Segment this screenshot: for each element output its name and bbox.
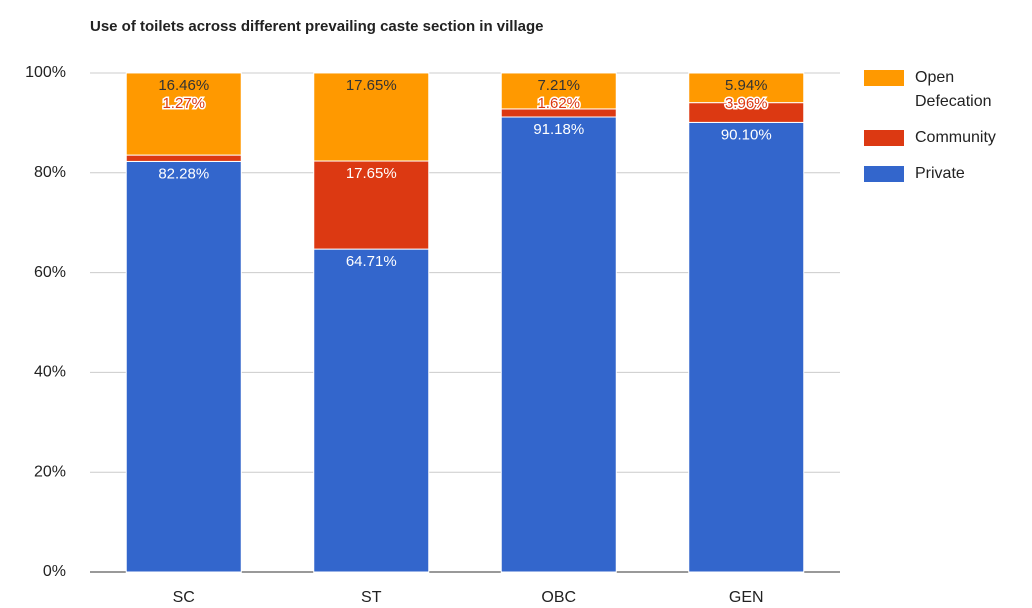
legend-label: Private xyxy=(915,165,965,182)
x-tick-label: OBC xyxy=(541,589,576,606)
data-label: 1.62% xyxy=(537,95,580,112)
legend-swatch xyxy=(864,130,904,146)
data-label: 90.10% xyxy=(721,126,772,143)
bar-segment xyxy=(313,248,430,573)
data-label: 7.21% xyxy=(537,77,580,94)
data-label: 91.18% xyxy=(533,121,584,138)
bar-segment xyxy=(125,72,242,156)
data-label: 82.28% xyxy=(158,165,209,182)
legend-label: Community xyxy=(915,129,996,146)
legend-swatch xyxy=(864,166,904,182)
data-label: 3.96% xyxy=(725,95,768,112)
legend-swatch xyxy=(864,70,904,86)
data-label: 5.94% xyxy=(725,77,768,94)
y-tick-label: 0% xyxy=(43,563,66,580)
data-label: 17.65% xyxy=(346,77,397,94)
bar-segment xyxy=(688,121,805,573)
bar-segment xyxy=(688,72,805,104)
data-label: 64.71% xyxy=(346,253,397,270)
x-tick-label: ST xyxy=(361,589,382,606)
x-tick-label: SC xyxy=(173,589,195,606)
y-tick-label: 80% xyxy=(34,164,66,181)
legend-label: Open Defecation xyxy=(915,69,992,110)
bar-segment xyxy=(500,116,617,573)
y-tick-label: 40% xyxy=(34,364,66,381)
bar-segment xyxy=(313,72,430,162)
data-label: 17.65% xyxy=(346,165,397,182)
bar-segment xyxy=(125,160,242,573)
bar-segment xyxy=(500,72,617,110)
bar-segment xyxy=(313,160,430,250)
y-tick-label: 60% xyxy=(34,264,66,281)
data-label: 16.46% xyxy=(158,77,209,94)
chart-title: Use of toilets across different prevaili… xyxy=(90,18,543,35)
y-tick-label: 100% xyxy=(25,64,66,81)
bar-segment xyxy=(125,154,242,162)
data-label: 1.27% xyxy=(162,95,205,112)
x-tick-label: GEN xyxy=(729,589,764,606)
y-tick-label: 20% xyxy=(34,463,66,480)
